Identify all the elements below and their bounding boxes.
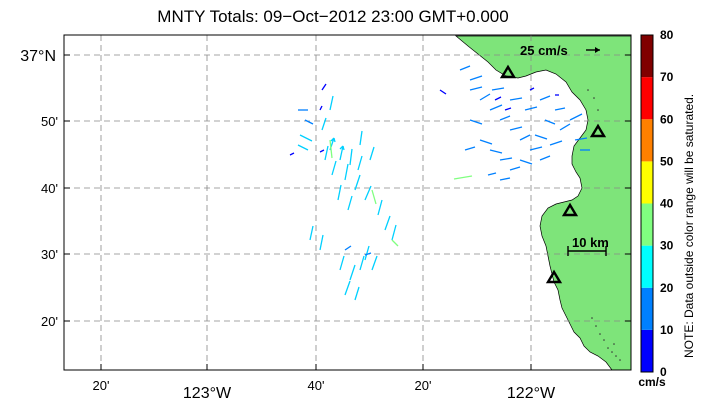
- distance-scale: 10 km: [567, 235, 609, 256]
- colorbar-segment: [641, 161, 653, 204]
- longitude-labels: 20' 123°W 40' 20' 122°W: [93, 378, 556, 402]
- frame-ticks: [64, 54, 631, 370]
- lat-label-37: 37°N: [20, 48, 56, 65]
- colorbar-segment: [641, 329, 653, 372]
- velocity-scale: 25 cm/s: [520, 43, 600, 58]
- lat-label-40: 40': [41, 181, 58, 196]
- colorbar-unit: cm/s: [638, 375, 666, 389]
- station-4: [545, 269, 563, 284]
- velocity-scale-label: 25 cm/s: [520, 43, 568, 58]
- current-vectors: [289, 65, 590, 301]
- colorbar-segment: [641, 203, 653, 246]
- lat-label-50: 50': [41, 114, 58, 129]
- colorbar-segment: [641, 245, 653, 288]
- lon-label-20a: 20': [93, 378, 110, 393]
- colorbar-tick-label: 20: [660, 281, 674, 295]
- lon-label-123: 123°W: [183, 385, 232, 402]
- colorbar-tick-label: 0: [660, 365, 667, 379]
- colorbar-note: NOTE: Data outside color range will be s…: [682, 94, 696, 358]
- latitude-labels: 37°N 50' 40' 30' 20': [20, 48, 58, 329]
- radar-stations: [499, 64, 607, 284]
- colorbar-tick-label: 50: [660, 154, 674, 168]
- coast-shading: [587, 89, 621, 361]
- colorbar-tick-label: 80: [660, 28, 674, 42]
- station-2: [589, 123, 607, 138]
- distance-scale-label: 10 km: [572, 235, 609, 250]
- lat-label-30: 30': [41, 247, 58, 262]
- lon-label-40: 40': [308, 378, 325, 393]
- station-3: [561, 202, 579, 217]
- colorbar-segment: [641, 119, 653, 162]
- colorbar-border: [640, 34, 654, 373]
- colorbar-tick-label: 40: [660, 197, 674, 211]
- lon-label-122: 122°W: [507, 385, 556, 402]
- colorbar-tick-label: 60: [660, 112, 674, 126]
- colorbar-segment: [641, 77, 653, 120]
- lon-label-20b: 20': [415, 378, 432, 393]
- colorbar: 0 10 20 30 40 50 60 70 80: [640, 28, 674, 379]
- colorbar-segment: [641, 287, 653, 330]
- map-title: MNTY Totals: 09−Oct−2012 23:00 GMT+0.000: [157, 7, 508, 26]
- colorbar-tick-label: 10: [660, 323, 674, 337]
- map-frame: [63, 34, 632, 371]
- colorbar-tick-label: 30: [660, 239, 674, 253]
- colorbar-segment: [641, 35, 653, 78]
- lat-label-20: 20': [41, 314, 58, 329]
- map-area: 25 cm/s 10 km: [63, 34, 632, 371]
- grid-lines: [64, 35, 631, 370]
- station-1: [499, 64, 517, 79]
- coastline-land: [455, 35, 632, 371]
- colorbar-tick-label: 70: [660, 70, 674, 84]
